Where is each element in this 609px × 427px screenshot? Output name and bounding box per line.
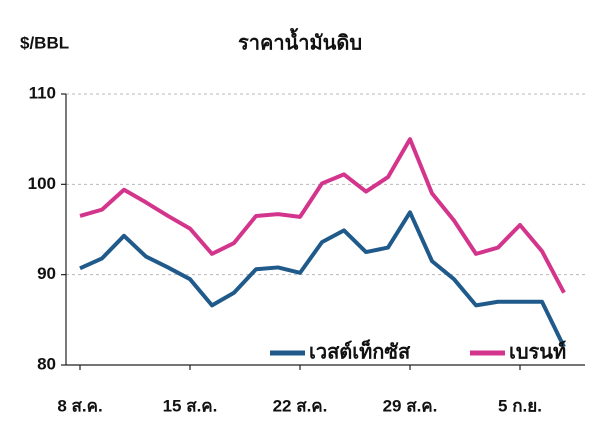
line-series bbox=[79, 137, 566, 294]
x-tick-label: 15 ส.ค. bbox=[163, 396, 218, 415]
x-tick-label: 8 ส.ค. bbox=[57, 396, 102, 415]
x-tick-label: 22 ส.ค. bbox=[273, 396, 328, 415]
legend: เวสต์เท็กซัส เบรนท์ bbox=[270, 338, 566, 363]
y-tick-label: 90 bbox=[37, 264, 56, 283]
legend-label: เวสต์เท็กซัส bbox=[309, 338, 411, 363]
x-tick-label: 29 ส.ค. bbox=[383, 396, 438, 415]
y-tick-label: 80 bbox=[37, 354, 56, 373]
legend-label: เบรนท์ bbox=[509, 340, 566, 363]
y-tick-label: 110 bbox=[29, 83, 56, 102]
line-series bbox=[79, 210, 566, 348]
x-tick-label: 5 ก.ย. bbox=[498, 396, 542, 415]
y-tick-label: 100 bbox=[28, 174, 56, 193]
chart-title: ราคาน้ำมันดิบ bbox=[238, 27, 362, 54]
y-axis-label: $/BBL bbox=[20, 33, 69, 52]
